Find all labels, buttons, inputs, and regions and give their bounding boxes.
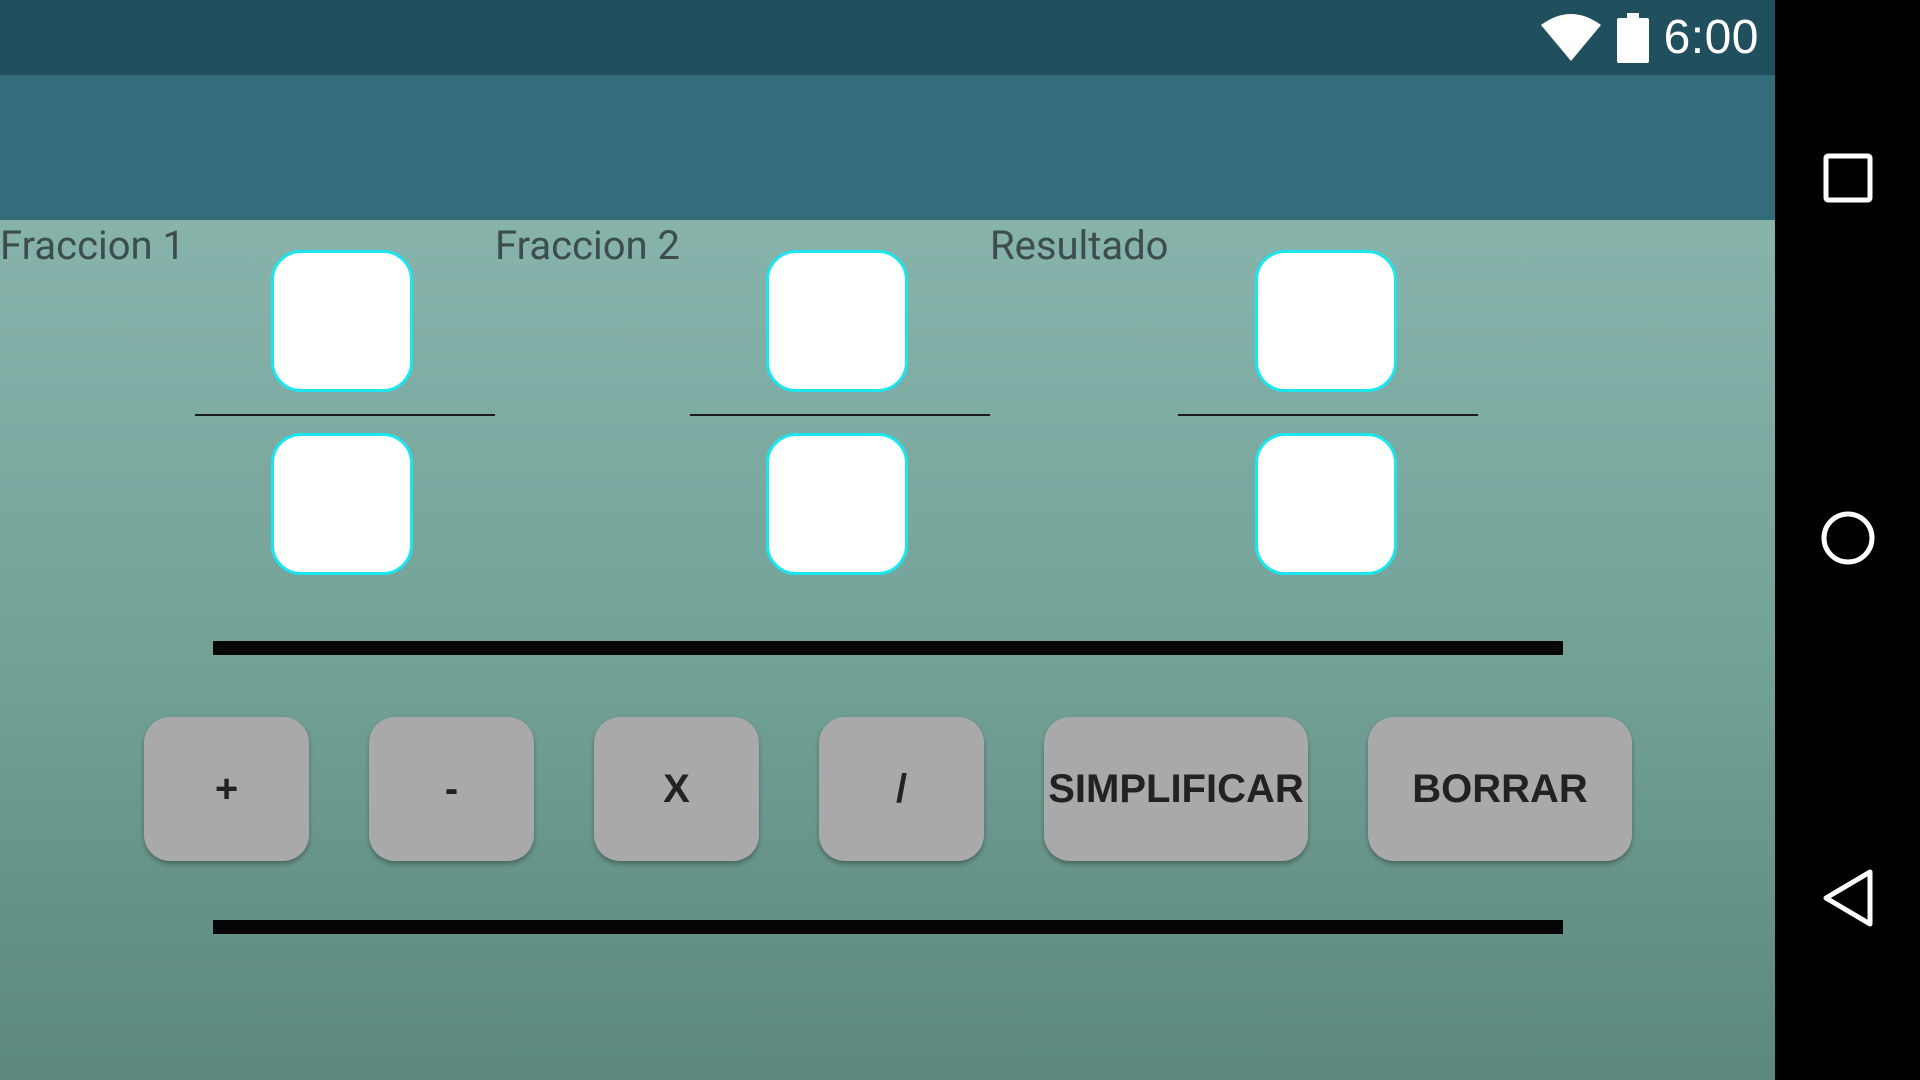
status-icons: 6:00	[1540, 0, 1759, 75]
bottom-separator-bar	[213, 920, 1563, 934]
fraction-2-label: Fraccion 2	[495, 222, 681, 269]
result-label: Resultado	[990, 222, 1169, 269]
fraction-1-numerator-box	[271, 250, 414, 392]
main-content: Fraccion 1 Fraccion 2 Resultado	[0, 220, 1775, 1080]
fraction-1-label: Fraccion 1	[0, 222, 186, 269]
back-triangle-icon	[1820, 868, 1876, 932]
result-denominator-input[interactable]	[1258, 436, 1398, 574]
result-numerator-input[interactable]	[1258, 253, 1398, 391]
divide-button[interactable]: /	[819, 717, 984, 861]
fraction-2-divider	[690, 414, 990, 416]
add-button[interactable]: +	[144, 717, 309, 861]
result-numerator-box	[1255, 250, 1398, 392]
result-divider	[1178, 414, 1478, 416]
fraction-1-numerator-input[interactable]	[274, 253, 414, 391]
back-button[interactable]	[1775, 840, 1920, 960]
fraction-2-numerator-input[interactable]	[769, 253, 909, 391]
app-toolbar	[0, 75, 1775, 220]
status-bar: 6:00	[0, 0, 1775, 75]
multiply-button[interactable]: X	[594, 717, 759, 861]
recents-square-icon	[1823, 153, 1873, 207]
battery-icon	[1616, 12, 1650, 63]
fraction-1-denominator-box	[271, 433, 414, 575]
top-separator-bar	[213, 641, 1563, 655]
home-button[interactable]	[1775, 480, 1920, 600]
recents-button[interactable]	[1775, 120, 1920, 240]
fraction-1-divider	[195, 414, 495, 416]
status-clock: 6:00	[1663, 11, 1759, 64]
wifi-icon	[1540, 13, 1602, 63]
simplify-button[interactable]: SIMPLIFICAR	[1044, 717, 1308, 861]
subtract-button[interactable]: -	[369, 717, 534, 861]
app-screen: 6:00 Fraccion 1 Fraccion 2	[0, 0, 1775, 1080]
fraction-1-denominator-input[interactable]	[274, 436, 414, 574]
fraction-2-denominator-box	[766, 433, 909, 575]
navigation-bar	[1775, 0, 1920, 1080]
home-circle-icon	[1820, 510, 1876, 570]
clear-button[interactable]: BORRAR	[1368, 717, 1632, 861]
fraction-2-denominator-input[interactable]	[769, 436, 909, 574]
fraction-2-numerator-box	[766, 250, 909, 392]
result-denominator-box	[1255, 433, 1398, 575]
